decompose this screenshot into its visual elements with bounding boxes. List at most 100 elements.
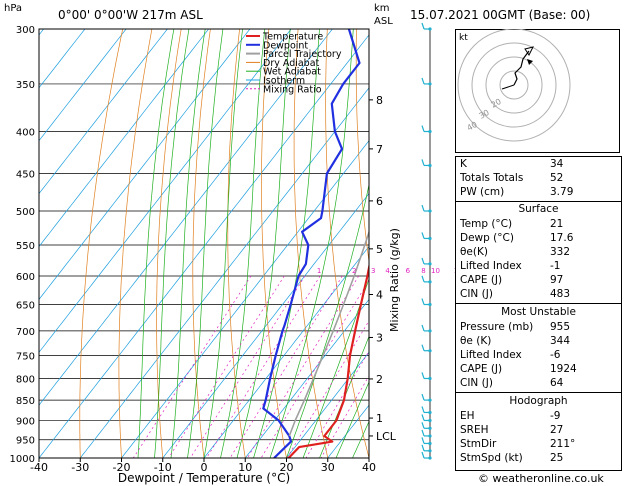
x-tick-label: -20	[113, 461, 131, 474]
wind-barb-flag	[421, 22, 425, 30]
x-tick-label: 40	[362, 461, 376, 474]
index-label: Totals Totals	[460, 172, 524, 184]
wind-barb-dot	[428, 434, 432, 438]
isotherm	[39, 29, 86, 89]
index-value: 3.79	[550, 186, 574, 198]
isotherm	[39, 29, 209, 248]
legend-entry: Wet Adiabat	[263, 67, 321, 78]
mixing-ratio-line	[190, 275, 306, 458]
pressure-tick-label: 350	[16, 80, 35, 91]
wind-barb-dot	[428, 280, 432, 284]
index-label: Pressure (mb)	[460, 321, 534, 333]
index-value: 1924	[550, 363, 577, 375]
wind-barb-dot	[428, 262, 432, 266]
index-value: 21	[550, 218, 564, 230]
location-label: 0°00' 0°00'W 217m ASL	[58, 8, 203, 22]
index-row-pw: PW (cm) 3.79	[460, 186, 620, 199]
index-value: 34	[550, 158, 564, 170]
index-value: 27	[550, 424, 564, 436]
hodo-row-sreh: SREH 27	[460, 424, 620, 437]
pressure-tick-label: 400	[16, 128, 35, 139]
index-label: Lifted Index	[460, 349, 522, 361]
mixing-ratio-label: 1	[317, 267, 321, 275]
mu-row-pressure: Pressure (mb) 955	[460, 321, 620, 334]
legend-entry: Mixing Ratio	[263, 84, 322, 95]
index-label: Temp (°C)	[460, 218, 513, 230]
storm-motion-marker	[527, 59, 533, 65]
wet-adiabat	[220, 29, 266, 458]
wet-adiabat	[187, 29, 224, 458]
km-tick-label: LCL	[376, 430, 397, 443]
pressure-tick-label: 1000	[10, 454, 35, 465]
surface-row-dewp: Dewp (°C) 17.6	[460, 232, 620, 245]
index-label: StmDir	[460, 438, 497, 450]
pressure-tick-label: 900	[16, 416, 35, 427]
legend-entry: Parcel Trajectory	[263, 49, 342, 60]
wind-barb-flag	[421, 125, 425, 132]
surface-section-title: Surface	[518, 203, 559, 215]
km-tick-label: 2	[376, 373, 383, 386]
asl-unit-label: ASL	[374, 16, 393, 27]
wind-barb-flag	[421, 393, 425, 401]
dry-adiabat	[227, 29, 246, 458]
pressure-tick-label: 450	[16, 169, 35, 180]
km-tick-label: 1	[376, 412, 383, 425]
km-tick-label: 5	[376, 243, 383, 256]
index-value: 97	[550, 274, 564, 286]
pressure-tick-label: 500	[16, 207, 35, 218]
isotherm	[162, 193, 369, 458]
indices-panel: K 34 Totals Totals 52 PW (cm) 3.79 Surface …	[455, 156, 622, 471]
index-label: PW (cm)	[460, 186, 505, 198]
mixing-ratio-line	[260, 279, 369, 458]
mixing-ratio-label: 6	[406, 267, 411, 275]
hodograph-trace	[513, 50, 530, 86]
index-value: 17.6	[550, 232, 574, 244]
dry-adiabat	[79, 29, 124, 458]
index-label: SREH	[460, 424, 489, 436]
wet-adiabat	[154, 29, 190, 458]
km-unit-label: km	[374, 3, 390, 14]
x-tick-label: -40	[30, 461, 48, 474]
mu-row-thetae: θe (K) 344	[460, 335, 620, 348]
wind-barb-flag	[421, 232, 425, 239]
hodograph-ring-label-20: 20	[490, 97, 503, 110]
wet-adiabat	[302, 277, 369, 458]
wind-barb-dot	[428, 449, 432, 453]
legend-entry: Isotherm	[263, 76, 305, 87]
mixing-ratio-line	[247, 275, 359, 458]
index-value: 52	[550, 172, 564, 184]
wind-barb-flag	[421, 344, 425, 351]
index-value: -6	[550, 349, 561, 361]
index-label: CIN (J)	[460, 288, 493, 300]
index-label: Dewp (°C)	[460, 232, 514, 244]
dry-adiabat	[293, 29, 329, 458]
x-tick-label: 10	[238, 461, 252, 474]
index-value: 955	[550, 321, 571, 333]
hodo-row-stmdir: StmDir 211°	[460, 438, 620, 451]
hodo-row-eh: EH -9	[460, 410, 620, 423]
x-tick-label: -10	[154, 461, 172, 474]
pressure-tick-label: 800	[16, 374, 35, 385]
dry-adiabat	[192, 29, 211, 458]
index-label: CAPE (J)	[460, 363, 503, 375]
isotherm	[39, 29, 333, 406]
wind-barb-flag	[421, 414, 425, 421]
surface-row-cape: CAPE (J) 97	[460, 274, 620, 287]
pressure-tick-label: 750	[16, 351, 35, 362]
km-tick-label: 8	[376, 94, 383, 107]
index-value: 344	[550, 335, 571, 347]
surface-row-li: Lifted Index -1	[460, 260, 620, 273]
hodograph-unit-label: kt	[459, 33, 468, 43]
most-unstable-section-title: Most Unstable	[501, 306, 576, 318]
mu-row-cape: CAPE (J) 1924	[460, 363, 620, 376]
wet-adiabat	[203, 29, 243, 458]
wind-barb-dot	[428, 27, 432, 31]
isotherm	[39, 29, 168, 195]
legend-entry: Dewpoint	[263, 40, 308, 51]
index-label: θe (K)	[460, 335, 492, 347]
surface-row-temp: Temp (°C) 21	[460, 218, 620, 231]
mixing-ratio-line	[206, 275, 321, 458]
isotherm	[203, 245, 369, 458]
pressure-tick-label: 850	[16, 396, 35, 407]
